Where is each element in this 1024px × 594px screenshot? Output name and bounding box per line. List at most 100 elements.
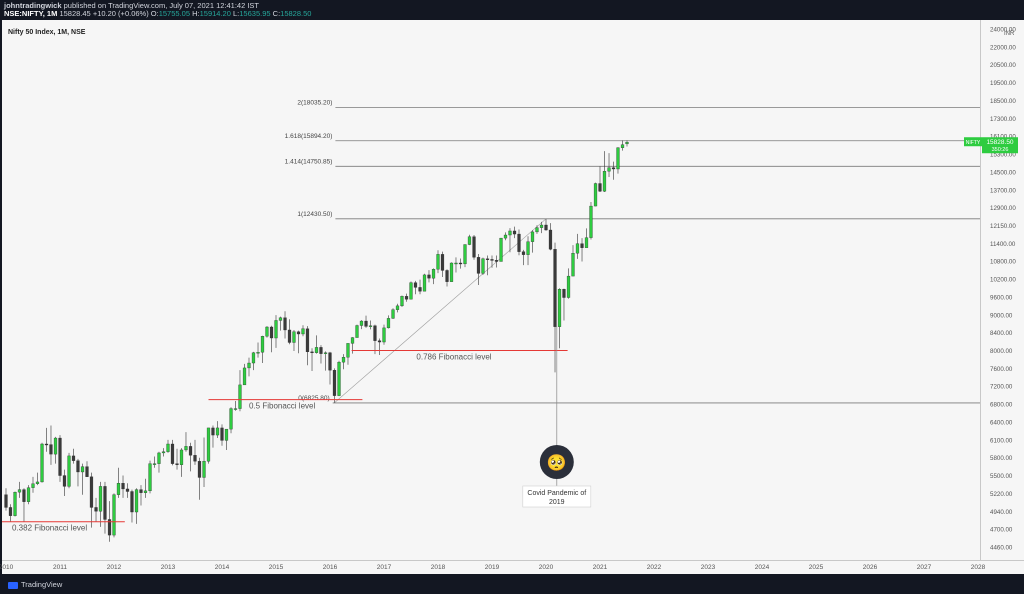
candle-body bbox=[233, 408, 238, 410]
candle-body bbox=[607, 167, 611, 172]
fib-annotation-label: 0.786 Fibonacci level bbox=[416, 353, 491, 362]
candle-body bbox=[359, 320, 364, 326]
candle-body bbox=[202, 461, 206, 478]
candle-body bbox=[355, 325, 359, 338]
fib-label: 1(12430.50) bbox=[297, 211, 332, 218]
candle-body bbox=[143, 490, 148, 493]
candle-body bbox=[193, 455, 197, 462]
candle-body bbox=[571, 253, 575, 277]
candle-body bbox=[112, 494, 116, 536]
trend-line bbox=[334, 218, 547, 403]
chart-svg: 4460.00 4700.00 4940.00 5220.00 5500.00 5800.… bbox=[0, 27, 1018, 571]
candle-body bbox=[215, 427, 220, 436]
price-tick-label: 22000.00 bbox=[990, 44, 1016, 51]
candle-body bbox=[418, 287, 422, 292]
candle-body bbox=[400, 296, 404, 307]
close-label: C: bbox=[272, 9, 281, 18]
callout-emoji: 🥺 bbox=[547, 454, 567, 472]
time-tick-label: 2026 bbox=[863, 564, 878, 571]
candle-body bbox=[530, 231, 535, 242]
price-tick-label: 16100.00 bbox=[990, 134, 1016, 141]
candle-body bbox=[31, 483, 35, 488]
symbol-label: NSE:NIFTY, 1M bbox=[4, 9, 58, 18]
username[interactable]: johntradingwick bbox=[4, 1, 62, 10]
candle-body bbox=[476, 257, 481, 274]
time-tick-label: 2020 bbox=[539, 564, 554, 571]
time-tick-label: 2024 bbox=[755, 564, 770, 571]
candle-body bbox=[499, 237, 503, 262]
price-tick-label: 15300.00 bbox=[990, 152, 1016, 159]
candle-body bbox=[454, 262, 458, 265]
candle-body bbox=[98, 486, 103, 512]
candle-body bbox=[229, 408, 233, 430]
price-tick-label: 7600.00 bbox=[990, 366, 1013, 373]
candle-body bbox=[539, 224, 544, 228]
fib-label: 1.618(15894.20) bbox=[285, 133, 333, 140]
candle-body bbox=[157, 452, 161, 464]
candle-body bbox=[224, 428, 229, 441]
candle-body bbox=[251, 352, 256, 364]
candle-body bbox=[242, 367, 247, 386]
candle-body bbox=[557, 289, 562, 327]
time-tick-label: 2014 bbox=[215, 564, 230, 571]
candle-body bbox=[445, 270, 449, 282]
candle-body bbox=[283, 317, 287, 331]
candle-body bbox=[553, 249, 557, 327]
time-tick-label: 2028 bbox=[971, 564, 986, 571]
candle-body bbox=[413, 282, 418, 288]
candle-body bbox=[346, 343, 350, 358]
candle-body bbox=[148, 463, 152, 492]
candle-body bbox=[22, 489, 26, 502]
candle-body bbox=[197, 461, 202, 478]
fib-annotation-label: 0.382 Fibonacci level bbox=[12, 524, 87, 533]
price-tick-label: 8000.00 bbox=[990, 348, 1013, 355]
candle-body bbox=[134, 489, 139, 513]
candle-body bbox=[296, 331, 301, 335]
candle-body bbox=[395, 305, 400, 310]
candle-body bbox=[328, 352, 332, 371]
candle-body bbox=[58, 437, 62, 476]
price-tag-text: 15828.50 bbox=[986, 139, 1013, 146]
candle-body bbox=[4, 494, 8, 508]
candle-body bbox=[260, 336, 265, 353]
publish-info: published on TradingView.com, July 07, 2… bbox=[63, 1, 260, 10]
candle-body bbox=[17, 489, 22, 493]
candle-body bbox=[386, 318, 391, 329]
footer-brand[interactable]: TradingView bbox=[21, 580, 63, 589]
time-axis[interactable] bbox=[2, 560, 1024, 574]
candle-body bbox=[350, 337, 355, 344]
candle-body bbox=[292, 331, 296, 343]
candle-body bbox=[184, 446, 188, 451]
candle-body bbox=[562, 289, 566, 298]
tradingview-logo-icon[interactable] bbox=[8, 581, 18, 589]
candle-body bbox=[220, 427, 224, 441]
candle-body bbox=[274, 320, 278, 339]
callout-text: 2019 bbox=[549, 499, 565, 506]
candle-body bbox=[490, 259, 494, 261]
candle-body bbox=[575, 243, 580, 254]
candle-body bbox=[611, 167, 616, 170]
candle-body bbox=[364, 320, 368, 327]
candle-body bbox=[278, 317, 283, 321]
candle-body bbox=[449, 262, 454, 282]
publish-line: johntradingwick published on TradingView… bbox=[4, 2, 1020, 10]
candle-body bbox=[85, 466, 89, 477]
fib-label: 1.414(14750.85) bbox=[285, 158, 333, 165]
candle-body bbox=[179, 449, 184, 465]
candle-body bbox=[103, 486, 107, 520]
fib-annotation-label: 0.5 Fibonacci level bbox=[249, 402, 315, 411]
time-tick-label: 2010 bbox=[0, 564, 14, 571]
fib-label: 0(6825.80) bbox=[298, 395, 329, 402]
candle-body bbox=[323, 352, 328, 354]
open-label: O: bbox=[150, 9, 159, 18]
candle-body bbox=[422, 274, 427, 292]
candle-body bbox=[206, 427, 211, 462]
chart-pane[interactable] bbox=[2, 20, 980, 560]
price-axis[interactable] bbox=[980, 20, 1024, 560]
candle-body bbox=[35, 481, 40, 484]
header-bar: johntradingwick published on TradingView… bbox=[0, 0, 1024, 20]
candle-body bbox=[175, 463, 179, 465]
time-tick-label: 2027 bbox=[917, 564, 932, 571]
price-tick-label: 24000.00 bbox=[990, 27, 1016, 34]
candle-body bbox=[8, 507, 13, 516]
